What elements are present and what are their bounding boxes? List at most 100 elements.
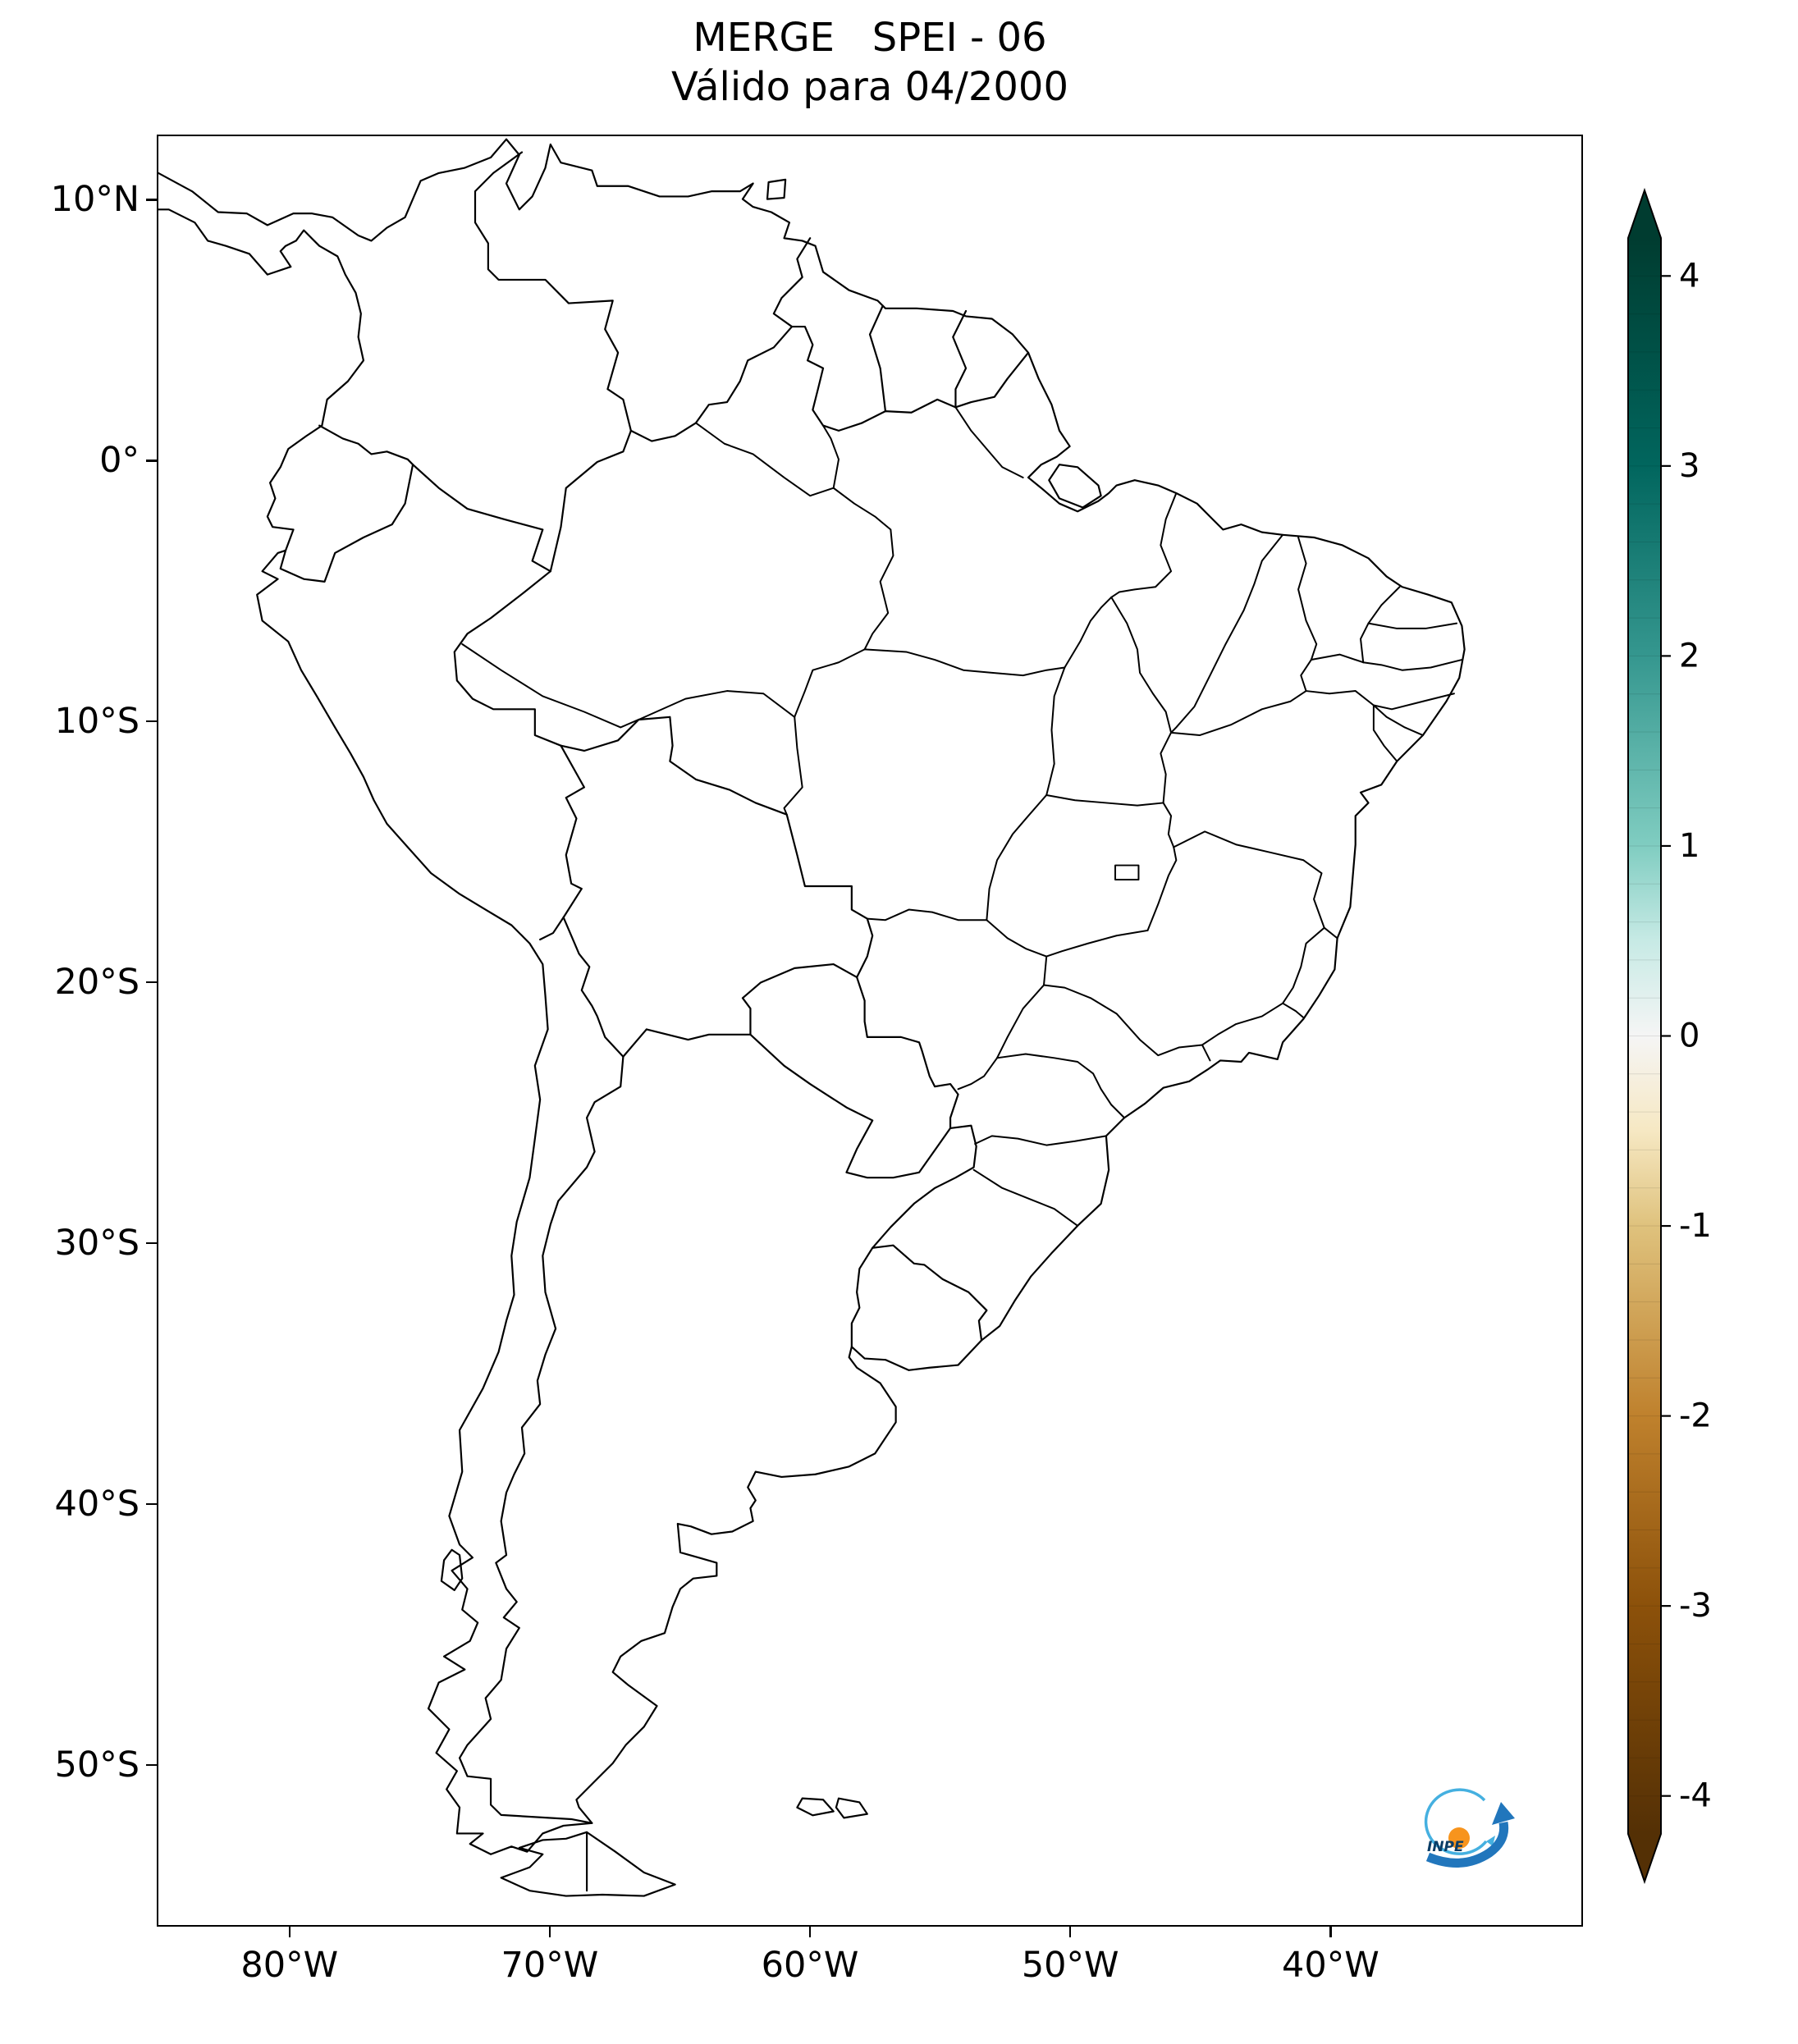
state-border-path [1160, 731, 1173, 804]
country-border-path [560, 744, 586, 919]
state-border-path [974, 1135, 1107, 1146]
state-border-path [1043, 955, 1048, 986]
state-border-path [794, 648, 866, 718]
colorbar-tick-label: 3 [1679, 447, 1700, 485]
state-border-path [1162, 802, 1175, 848]
state-border-path [1282, 926, 1325, 1004]
state-border-path [1114, 864, 1140, 881]
country-border-path [474, 151, 632, 432]
plot-title: MERGE SPEI - 06 [693, 15, 1047, 61]
state-border-path [986, 919, 1048, 958]
y-tick-mark [146, 1502, 157, 1506]
y-tick-label: 30°S [54, 1223, 140, 1264]
colorbar-arrow-top [1628, 190, 1661, 238]
state-border-path [1372, 704, 1424, 737]
logo-swoosh-arrow-icon [1425, 1822, 1509, 1868]
colorbar-tick-label: 0 [1679, 1017, 1700, 1055]
state-border-path [1300, 659, 1312, 693]
y-tick-mark [146, 1241, 157, 1245]
y-tick-mark [146, 981, 157, 984]
country-border-path [622, 1028, 752, 1058]
state-border-path [1297, 536, 1318, 661]
country-border-path [318, 424, 414, 466]
country-border-path [539, 916, 565, 941]
colorbar-tick-label: -4 [1679, 1777, 1712, 1815]
colorbar-tick-label: 4 [1679, 257, 1700, 295]
x-tick-mark [808, 1927, 812, 1937]
state-border-path [1367, 622, 1458, 629]
country-border-path [856, 976, 959, 1130]
x-tick-mark [548, 1927, 551, 1937]
y-tick-mark [146, 460, 157, 462]
country-border-path [861, 398, 957, 424]
x-tick-mark [1329, 1927, 1332, 1937]
x-tick-label: 70°W [501, 1945, 599, 1986]
state-border-path [832, 487, 894, 651]
y-tick-label: 10°S [54, 701, 140, 743]
country-border-path [629, 325, 794, 442]
colorbar-tick-label: 1 [1679, 827, 1700, 865]
colorbar-tick-label: -1 [1679, 1207, 1712, 1245]
logo-swoosh-head-icon [1492, 1802, 1515, 1825]
country-border-path [850, 1246, 874, 1348]
logo-planet-icon [1448, 1827, 1470, 1849]
logo-orbit-arrowhead-icon [1486, 1836, 1495, 1846]
state-border-path [996, 984, 1045, 1059]
state-border-path [1367, 586, 1401, 624]
state-border-path [1305, 690, 1375, 706]
country-border-path [954, 351, 1030, 409]
island-path [766, 178, 787, 200]
y-tick-label: 50°S [54, 1744, 140, 1786]
y-tick-mark [146, 1763, 157, 1767]
x-tick-label: 80°W [240, 1945, 339, 1986]
south-america-map [158, 138, 1466, 1897]
y-tick-mark [146, 720, 157, 723]
state-border-path [1170, 690, 1307, 737]
state-border-path [954, 406, 1024, 478]
state-border-path [957, 1057, 999, 1091]
state-border-path [1201, 1044, 1211, 1062]
country-border-path [772, 237, 812, 328]
country-border-path [549, 429, 632, 573]
state-border-path [1360, 622, 1370, 664]
colorbar: 4 3 2 1 0 -1 -2 -3 -4 [1627, 187, 1712, 1885]
plot-subtitle: Válido para 04/2000 [671, 64, 1068, 110]
colorbar-arrow-bottom [1628, 1834, 1661, 1882]
state-border-path [1110, 492, 1178, 598]
x-tick-mark [1068, 1927, 1072, 1937]
state-border-path [972, 1168, 1079, 1227]
state-border-path [783, 716, 803, 816]
y-tick-mark [146, 199, 157, 201]
state-border-path [1045, 666, 1066, 796]
x-tick-label: 50°W [1021, 1945, 1119, 1986]
logo-orbit-arc-icon [1424, 1788, 1488, 1855]
state-border-path [1173, 830, 1325, 929]
map-plot-area [157, 135, 1583, 1927]
country-border-path [279, 464, 414, 583]
state-border-path [1201, 1002, 1284, 1046]
state-border-path [638, 690, 796, 720]
state-border-path [996, 1053, 1126, 1119]
country-border-path [453, 570, 562, 747]
state-border-path [1045, 929, 1149, 958]
y-tick-label: 20°S [54, 962, 140, 1004]
country-border-path [868, 304, 887, 413]
state-border-path [1146, 846, 1178, 931]
country-border-path [741, 963, 858, 1036]
state-border-path [1362, 659, 1463, 671]
country-border-path [872, 1124, 977, 1249]
state-border-path [1372, 693, 1455, 711]
colorbar-tick-label: -2 [1679, 1397, 1712, 1435]
country-border-path [560, 716, 874, 979]
state-border-path [1045, 793, 1164, 807]
state-border-path [1043, 984, 1203, 1057]
state-border-path [694, 422, 835, 497]
island-path [440, 1548, 464, 1592]
colorbar-outline [1627, 187, 1662, 1885]
country-border-path [411, 464, 551, 573]
x-tick-label: 40°W [1281, 1945, 1379, 1986]
state-border-path [1310, 653, 1365, 664]
country-border-path [952, 309, 968, 409]
coastline-path [158, 138, 1466, 1855]
